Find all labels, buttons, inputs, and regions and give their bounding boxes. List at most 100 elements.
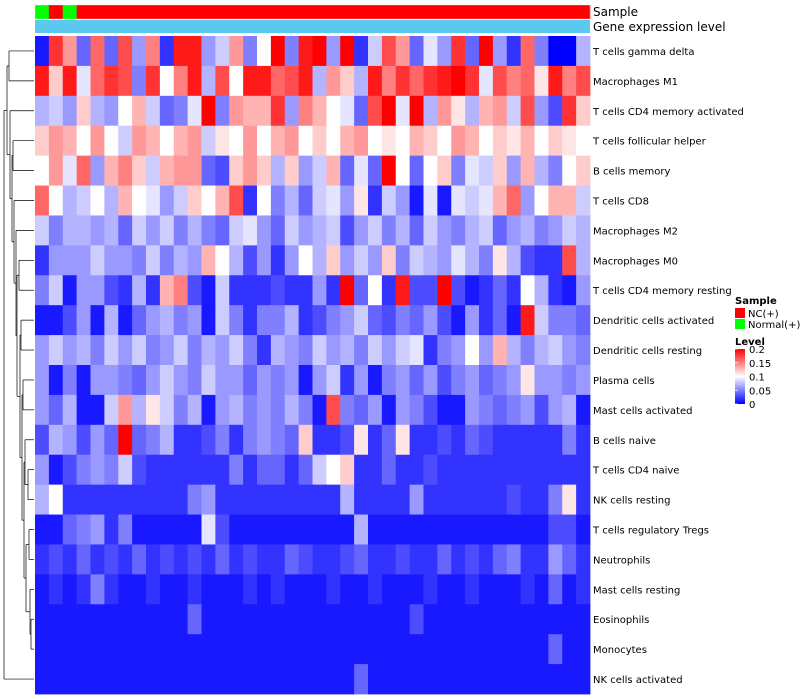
sample-annotation-cell <box>104 5 119 19</box>
heatmap-cell <box>229 155 244 186</box>
heatmap-cell <box>270 215 286 246</box>
heatmap-cell <box>187 634 202 665</box>
heatmap-cell <box>548 155 563 186</box>
heatmap-cell <box>381 245 397 276</box>
heatmap-cell <box>76 634 91 665</box>
heatmap-cell <box>562 664 577 695</box>
heatmap-cell <box>104 185 119 216</box>
heatmap-cell <box>90 604 105 635</box>
heatmap-cell <box>215 125 230 157</box>
heatmap-cell <box>173 454 189 486</box>
heatmap-cell <box>187 484 202 515</box>
heatmap-cell <box>257 634 272 665</box>
heatmap-cell <box>423 604 438 635</box>
heatmap-cell <box>534 305 549 336</box>
heatmap-cell <box>548 604 563 635</box>
heatmap-cell <box>215 335 230 366</box>
heatmap-cell <box>381 365 397 396</box>
heatmap-cell <box>395 275 411 306</box>
heatmap-cell <box>340 305 355 336</box>
heatmap-cell <box>576 514 591 545</box>
heatmap-cell <box>548 664 563 695</box>
heatmap-cell <box>520 664 535 695</box>
heatmap-cell <box>506 65 522 97</box>
heatmap-cell <box>423 335 438 366</box>
heatmap-cell <box>562 604 577 635</box>
heatmap-cell <box>229 484 244 515</box>
heatmap-cell <box>326 65 341 97</box>
heatmap-cell <box>132 454 147 486</box>
heatmap-cell <box>368 484 383 515</box>
heatmap-cell <box>229 275 244 306</box>
heatmap-cell <box>465 245 480 276</box>
heatmap-cell <box>146 335 161 366</box>
heatmap-cell <box>201 574 216 605</box>
heatmap-cell <box>187 394 202 426</box>
heatmap-cell <box>118 95 133 127</box>
heatmap-cell <box>340 36 355 67</box>
heatmap-cell <box>62 544 78 575</box>
heatmap-cell <box>368 335 383 366</box>
heatmap-cell <box>35 335 50 366</box>
heatmap-cell <box>368 155 383 186</box>
heatmap-cell <box>132 95 147 127</box>
heatmap-cell <box>298 424 313 456</box>
heatmap-cell <box>492 245 508 276</box>
heatmap-cell <box>76 185 91 216</box>
heatmap-cell <box>576 544 591 575</box>
heatmap-cell <box>548 215 563 246</box>
heatmap-cell <box>562 65 577 97</box>
heatmap-cell <box>270 394 286 426</box>
sample-annotation-cell <box>187 5 202 19</box>
heatmap-cell <box>159 454 175 486</box>
heatmap-cell <box>465 514 480 545</box>
heatmap-cell <box>548 185 563 216</box>
heatmap-cell <box>368 604 383 635</box>
heatmap-cell <box>562 95 577 127</box>
heatmap-cell <box>381 95 397 127</box>
heatmap-cell <box>381 335 397 366</box>
heatmap-cell <box>451 604 466 635</box>
heatmap-cell <box>395 604 411 635</box>
heatmap-cell <box>35 275 50 306</box>
heatmap-cell <box>76 125 91 157</box>
heatmap-cell <box>201 365 216 396</box>
heatmap-cell <box>173 65 189 97</box>
heatmap-cell <box>548 634 563 665</box>
heatmap-cell <box>90 125 105 157</box>
heatmap-cell <box>548 454 563 486</box>
heatmap-cell <box>354 95 369 127</box>
heatmap-cell <box>215 634 230 665</box>
heatmap-cell <box>326 544 341 575</box>
heatmap-cell <box>173 544 189 575</box>
heatmap-cell <box>451 125 466 157</box>
heatmap-cell <box>395 215 411 246</box>
heatmap-cell <box>146 664 161 695</box>
heatmap-cell <box>270 335 286 366</box>
sample-annotation-cell <box>562 5 577 19</box>
heatmap-cell <box>534 245 549 276</box>
heatmap-cell <box>534 125 549 157</box>
heatmap-cell <box>576 305 591 336</box>
heatmap-cell <box>48 634 64 665</box>
heatmap-cell <box>257 36 272 67</box>
heatmap-cell <box>132 634 147 665</box>
row-label: Dendritic cells resting <box>593 346 702 357</box>
heatmap-cell <box>465 305 480 336</box>
heatmap-cell <box>506 275 522 306</box>
heatmap-cell <box>423 36 438 67</box>
heatmap-cell <box>118 365 133 396</box>
sample-annotation-cell <box>381 5 397 19</box>
heatmap-cell <box>76 155 91 186</box>
heatmap-cell <box>354 604 369 635</box>
heatmap-cell <box>520 634 535 665</box>
heatmap-cell <box>492 544 508 575</box>
heatmap-cell <box>576 95 591 127</box>
heatmap-cell <box>118 245 133 276</box>
heatmap-cell <box>132 604 147 635</box>
heatmap-cell <box>284 245 300 276</box>
heatmap-cell <box>284 215 300 246</box>
heatmap-cell <box>395 36 411 67</box>
heatmap-cell <box>437 125 452 157</box>
heatmap-cell <box>76 544 91 575</box>
